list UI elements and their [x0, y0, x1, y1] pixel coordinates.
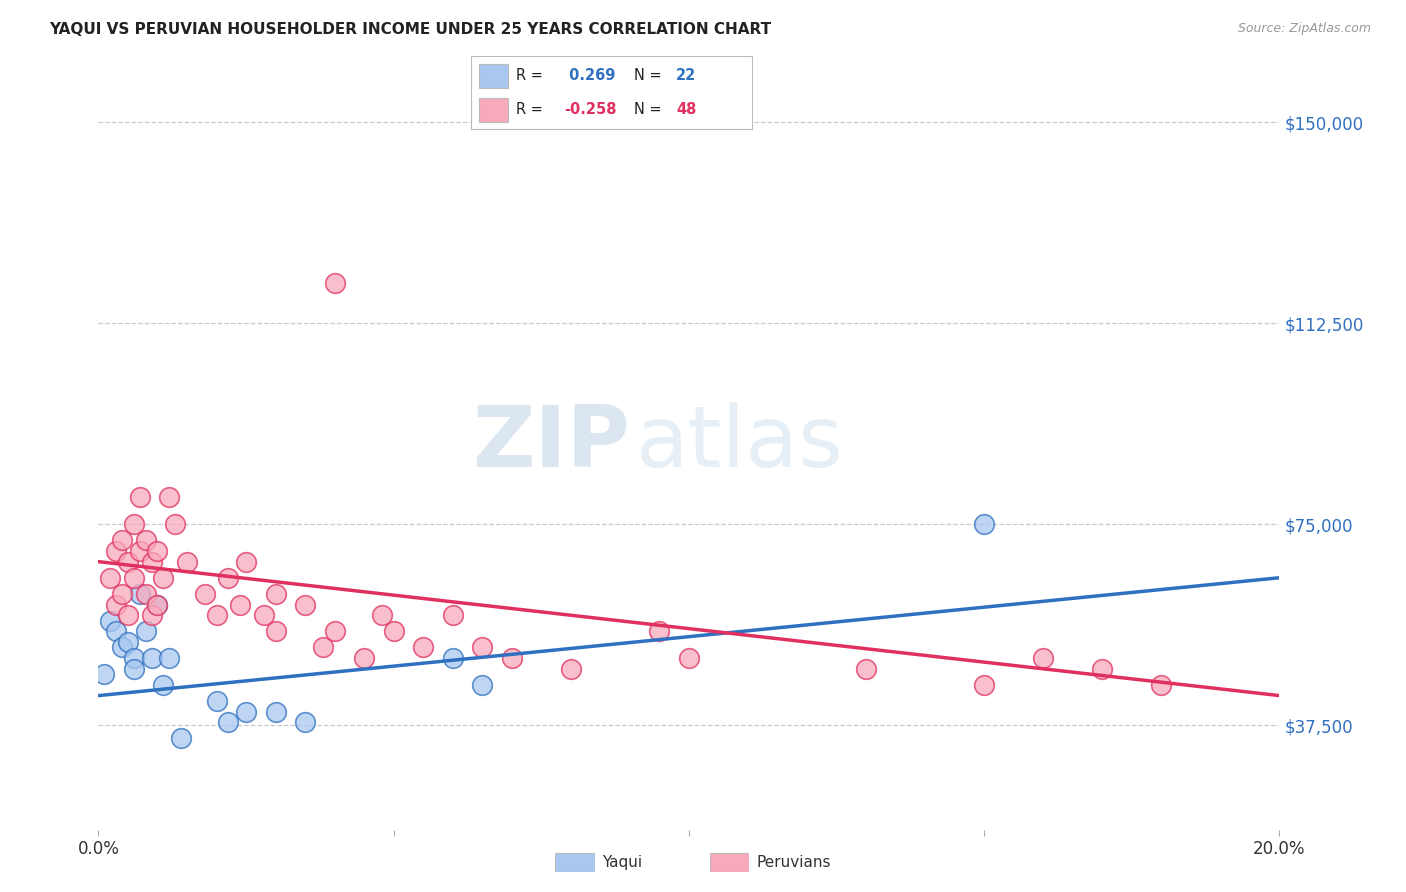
Point	[170, 731, 193, 746]
Point	[111, 533, 134, 548]
Point	[117, 555, 139, 569]
Point	[135, 624, 157, 639]
Point	[117, 608, 139, 623]
Point	[146, 598, 169, 612]
Point	[93, 667, 115, 681]
Point	[141, 555, 163, 569]
Text: Source: ZipAtlas.com: Source: ZipAtlas.com	[1237, 22, 1371, 36]
Point	[105, 544, 128, 558]
Point	[165, 517, 187, 532]
Point	[471, 640, 494, 655]
Point	[122, 571, 145, 585]
Point	[973, 517, 995, 532]
FancyBboxPatch shape	[555, 853, 595, 872]
Point	[146, 544, 169, 558]
FancyBboxPatch shape	[479, 63, 508, 87]
Point	[141, 651, 163, 665]
Point	[294, 715, 316, 730]
Point	[152, 678, 174, 692]
Point	[135, 587, 157, 601]
Point	[146, 598, 169, 612]
Point	[1032, 651, 1054, 665]
Point	[122, 662, 145, 676]
FancyBboxPatch shape	[710, 853, 749, 872]
FancyBboxPatch shape	[479, 98, 508, 122]
Point	[217, 715, 239, 730]
Point	[471, 678, 494, 692]
Point	[1091, 662, 1114, 676]
Point	[141, 608, 163, 623]
Point	[98, 571, 121, 585]
Point	[105, 598, 128, 612]
Text: 48: 48	[676, 102, 696, 117]
Point	[1150, 678, 1173, 692]
Point	[235, 705, 257, 719]
Point	[152, 571, 174, 585]
Point	[128, 491, 150, 505]
Point	[412, 640, 434, 655]
Point	[229, 598, 252, 612]
Point	[235, 555, 257, 569]
Point	[111, 587, 134, 601]
Point	[194, 587, 217, 601]
Point	[323, 276, 346, 290]
Point	[264, 587, 287, 601]
Point	[382, 624, 405, 639]
Point	[678, 651, 700, 665]
Text: N =: N =	[634, 69, 666, 84]
Point	[264, 624, 287, 639]
Text: R =: R =	[516, 69, 547, 84]
Point	[312, 640, 335, 655]
Point	[973, 678, 995, 692]
Point	[135, 533, 157, 548]
Point	[122, 651, 145, 665]
Point	[501, 651, 523, 665]
Text: atlas: atlas	[636, 402, 844, 485]
Point	[560, 662, 582, 676]
Point	[105, 624, 128, 639]
Text: Yaqui: Yaqui	[602, 855, 643, 870]
Point	[855, 662, 877, 676]
Point	[205, 608, 228, 623]
Text: Peruvians: Peruvians	[756, 855, 831, 870]
Text: YAQUI VS PERUVIAN HOUSEHOLDER INCOME UNDER 25 YEARS CORRELATION CHART: YAQUI VS PERUVIAN HOUSEHOLDER INCOME UND…	[49, 22, 772, 37]
Point	[648, 624, 671, 639]
Text: 0.269: 0.269	[564, 69, 616, 84]
Point	[128, 587, 150, 601]
Point	[111, 640, 134, 655]
Point	[217, 571, 239, 585]
Text: R =: R =	[516, 102, 547, 117]
Y-axis label: Householder Income Under 25 years: Householder Income Under 25 years	[0, 303, 7, 584]
Point	[264, 705, 287, 719]
Point	[205, 694, 228, 708]
Text: -0.258: -0.258	[564, 102, 616, 117]
Point	[157, 651, 180, 665]
Point	[157, 491, 180, 505]
Point	[122, 517, 145, 532]
Point	[353, 651, 375, 665]
Point	[441, 651, 464, 665]
Text: N =: N =	[634, 102, 666, 117]
Point	[117, 635, 139, 649]
Point	[176, 555, 198, 569]
Point	[371, 608, 394, 623]
Text: ZIP: ZIP	[472, 402, 630, 485]
Text: 22: 22	[676, 69, 696, 84]
Point	[98, 614, 121, 628]
Point	[441, 608, 464, 623]
Point	[323, 624, 346, 639]
Point	[253, 608, 276, 623]
Point	[294, 598, 316, 612]
Point	[128, 544, 150, 558]
